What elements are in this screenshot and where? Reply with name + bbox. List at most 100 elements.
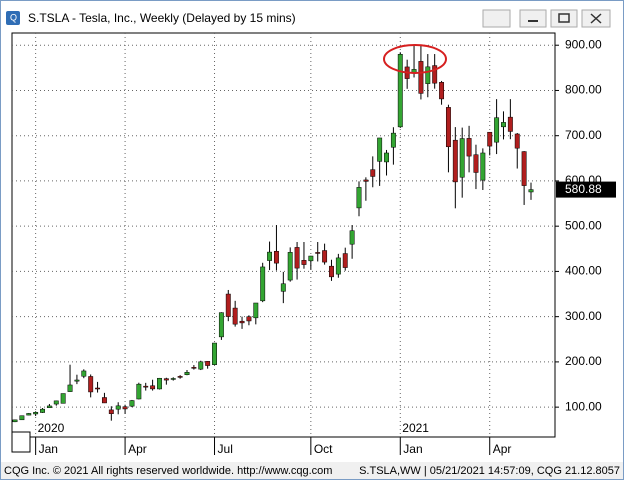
maximize-glyph: [558, 13, 570, 23]
candle-body: [136, 383, 142, 400]
candle-body: [260, 266, 266, 302]
maximize-button[interactable]: [550, 9, 578, 28]
y-tick-label: 800.00: [565, 83, 602, 97]
candle-body: [26, 413, 32, 416]
candle-body: [143, 385, 149, 388]
candle-body: [88, 376, 94, 393]
corner-box: [11, 431, 31, 453]
candle-body: [129, 400, 135, 407]
candle-body: [205, 361, 211, 366]
window-title: S.TSLA - Tesla, Inc., Weekly (Delayed by…: [28, 11, 296, 25]
candle-body: [459, 138, 465, 178]
candle-body: [342, 253, 348, 268]
candle-body: [329, 265, 334, 278]
candle-body: [390, 132, 396, 148]
last-price-label: 580.88: [565, 182, 602, 196]
candle-body: [397, 54, 403, 128]
candle-body: [528, 189, 534, 193]
footer-left: CQG Inc. © 2021 All rights reserved worl…: [4, 465, 332, 477]
candle-body: [40, 408, 45, 413]
candle-body: [246, 316, 252, 322]
candle-body: [473, 154, 479, 173]
candle-body: [521, 151, 527, 186]
candle-body: [301, 260, 307, 265]
candle-body: [108, 409, 114, 414]
candle-body: [425, 66, 431, 84]
footer-right: S.TSLA,WW | 05/21/2021 14:57:09, CQG 21.…: [359, 465, 620, 477]
candle-body: [115, 405, 121, 410]
candle-body: [12, 419, 18, 423]
candle-body: [432, 65, 438, 84]
x-tick-label: Apr: [128, 442, 147, 456]
candle-body: [74, 379, 80, 382]
candle-body: [101, 397, 107, 404]
candle-body: [170, 378, 176, 380]
candle-body: [60, 393, 66, 404]
candle-body: [157, 377, 162, 390]
candle-body: [239, 320, 245, 324]
candle-body: [452, 139, 458, 183]
x-tick-label: Jul: [218, 442, 233, 456]
candle-body: [315, 252, 321, 254]
status-bar: [1, 462, 623, 479]
candle-body: [418, 61, 424, 94]
candle-body: [377, 137, 383, 162]
candle-body: [177, 376, 183, 378]
candle-body: [218, 312, 224, 338]
y-tick-label: 200.00: [565, 354, 602, 368]
candle-body: [514, 133, 520, 149]
y-tick-label: 700.00: [565, 128, 602, 142]
candle-body: [363, 179, 369, 182]
candle-body: [122, 406, 128, 410]
candle-body: [95, 387, 101, 390]
candle-body: [232, 307, 238, 325]
close-glyph: [590, 13, 602, 24]
app-icon: [6, 11, 20, 25]
candle-body: [184, 372, 190, 375]
candle-body: [466, 138, 472, 157]
candle-body: [212, 342, 217, 365]
app-icon-glyph: Q: [10, 12, 17, 22]
link-button[interactable]: [482, 9, 511, 28]
candle-body: [67, 384, 73, 392]
y-tick-label: 900.00: [565, 37, 602, 51]
candle-body: [480, 152, 486, 181]
candle-body: [322, 250, 328, 263]
candle-body: [335, 257, 341, 275]
candle-body: [439, 82, 445, 100]
candle-body: [81, 370, 87, 377]
candle-body: [46, 405, 52, 408]
candle-body: [225, 293, 231, 317]
candle-body: [267, 251, 273, 261]
candle-body: [349, 230, 355, 245]
candle-body: [53, 400, 59, 405]
candle-body: [33, 412, 39, 415]
y-tick-label: 300.00: [565, 309, 602, 323]
year-label: 2021: [402, 421, 429, 435]
candle-body: [150, 385, 156, 390]
candle-body: [487, 131, 493, 147]
candle-body: [198, 361, 204, 370]
minimize-button[interactable]: [519, 9, 547, 28]
year-label: 2020: [38, 421, 65, 435]
y-tick-label: 100.00: [565, 399, 602, 413]
candle-body: [384, 152, 389, 163]
candle-body: [294, 247, 300, 269]
candle-body: [445, 107, 451, 148]
candle-body: [280, 283, 286, 292]
x-tick-label: Jan: [39, 442, 58, 456]
candle-body: [494, 117, 500, 143]
highlight-ellipse: [383, 44, 447, 74]
candle-body: [370, 169, 376, 177]
last-price-box: [556, 181, 616, 198]
x-tick-label: Oct: [314, 442, 333, 456]
candle-body: [507, 116, 513, 132]
candle-body: [253, 302, 259, 319]
plot-area: [11, 32, 556, 438]
title-bar: [1, 1, 623, 31]
candle-body: [19, 415, 25, 421]
candle-body: [191, 367, 197, 369]
x-tick-label: Apr: [493, 442, 512, 456]
candle-body: [356, 187, 362, 209]
